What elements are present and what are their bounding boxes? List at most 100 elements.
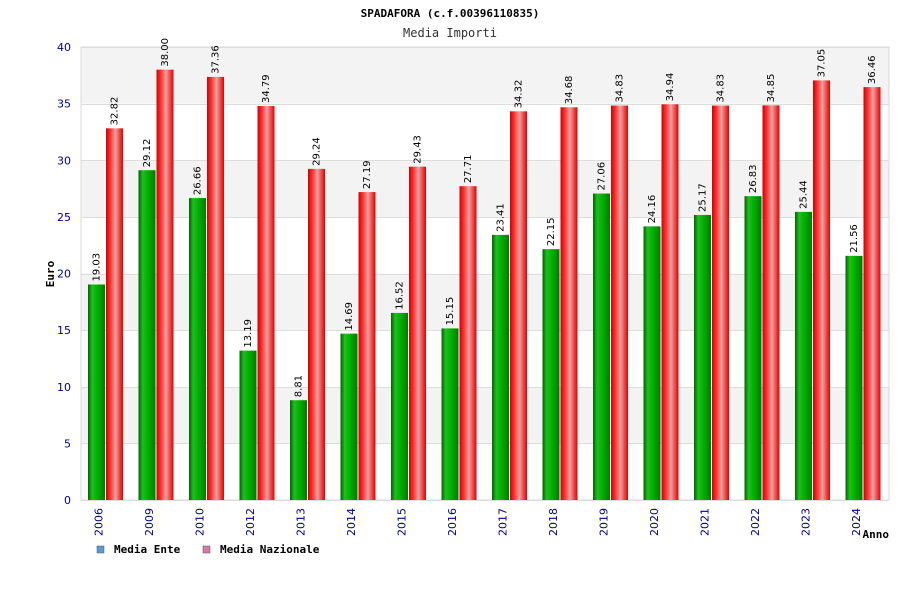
bar-media-nazionale — [207, 76, 224, 500]
bars — [88, 69, 881, 501]
bar-media-ente — [542, 249, 560, 500]
x-tick-label: 2022 — [749, 508, 762, 536]
bar-media-nazionale — [257, 106, 275, 501]
y-axis-ticks: 0 5 10 15 20 25 30 35 40 — [57, 41, 71, 507]
bar-media-nazionale — [409, 166, 426, 500]
value-label: 23.41 — [496, 203, 507, 232]
value-label: 34.79 — [261, 74, 272, 103]
bar-media-ente — [290, 400, 307, 500]
value-label: 16.52 — [395, 281, 406, 310]
value-label: 37.36 — [211, 45, 222, 74]
value-label: 34.94 — [665, 73, 676, 102]
bar-media-ente — [441, 328, 459, 500]
bar-media-nazionale — [106, 128, 123, 500]
bar-media-ente — [593, 193, 610, 500]
chart-title: SPADAFORA (c.f.00396110835) — [361, 7, 540, 20]
value-label: 29.43 — [413, 135, 424, 164]
value-label: 13.19 — [243, 319, 254, 348]
bar-media-nazionale — [560, 107, 578, 501]
x-tick-label: 2019 — [597, 508, 610, 536]
bar-media-ente — [340, 333, 358, 500]
value-label: 24.16 — [647, 195, 658, 224]
bar-media-nazionale — [863, 87, 881, 500]
y-tick-label: 25 — [57, 211, 71, 224]
y-tick-label: 0 — [64, 494, 71, 507]
x-tick-label: 2018 — [547, 508, 560, 536]
y-tick-label: 40 — [57, 41, 71, 54]
value-label: 34.32 — [514, 80, 525, 109]
legend-swatch-media-nazionale — [202, 545, 211, 554]
value-label: 25.44 — [799, 180, 810, 209]
x-tick-label: 2006 — [92, 508, 105, 536]
y-tick-label: 15 — [57, 324, 71, 337]
x-tick-label: 2012 — [244, 508, 257, 536]
value-label: 15.15 — [445, 297, 456, 326]
value-label: 21.56 — [849, 224, 860, 253]
bar-media-ente — [795, 211, 812, 500]
value-label: 8.81 — [294, 375, 305, 397]
value-label: 25.17 — [698, 183, 709, 212]
bar-media-ente — [239, 350, 257, 500]
bar-media-ente — [845, 255, 863, 500]
value-label: 27.19 — [362, 160, 373, 189]
bar-media-nazionale — [459, 186, 477, 500]
legend-label-media-nazionale: Media Nazionale — [220, 543, 320, 556]
bar-media-nazionale — [661, 104, 679, 500]
x-tick-label: 2015 — [395, 508, 408, 536]
y-axis-label: Euro — [44, 260, 57, 287]
bar-media-ente — [189, 198, 206, 500]
x-axis-ticks: 2006 2009 2010 2012 2013 2014 2015 2016 2017 2018… — [92, 508, 863, 536]
value-label: 22.15 — [546, 218, 557, 247]
value-label: 29.24 — [312, 137, 323, 166]
value-label: 34.83 — [615, 74, 626, 103]
bar-media-nazionale — [712, 105, 729, 501]
bar-media-nazionale — [611, 105, 628, 501]
bar-media-nazionale — [510, 111, 527, 501]
bar-media-ente — [391, 312, 408, 500]
value-label: 34.83 — [716, 74, 727, 103]
y-tick-label: 35 — [57, 98, 71, 111]
x-tick-label: 2017 — [496, 508, 509, 536]
value-label: 27.71 — [463, 155, 474, 184]
bar-media-nazionale — [156, 69, 174, 501]
y-tick-label: 30 — [57, 154, 71, 167]
bar-media-nazionale — [308, 168, 325, 500]
value-label: 26.66 — [193, 166, 204, 195]
x-tick-label: 2024 — [850, 508, 863, 536]
value-label: 32.82 — [110, 97, 121, 126]
x-tick-label: 2013 — [294, 508, 307, 536]
bar-media-nazionale — [762, 105, 780, 500]
x-tick-label: 2023 — [799, 508, 812, 536]
legend-label-media-ente: Media Ente — [114, 543, 181, 556]
value-label: 26.83 — [748, 165, 759, 194]
bar-media-nazionale — [813, 80, 830, 500]
value-label: 14.69 — [344, 302, 355, 331]
value-label: 38.00 — [160, 38, 171, 67]
x-axis-label: Anno — [863, 528, 890, 541]
value-label: 34.68 — [564, 76, 575, 105]
value-label: 36.46 — [867, 55, 878, 84]
legend-swatch-media-ente — [96, 545, 105, 554]
x-tick-label: 2016 — [446, 508, 459, 536]
x-tick-label: 2010 — [193, 508, 206, 536]
y-tick-label: 20 — [57, 268, 71, 281]
legend: Media Ente Media Nazionale — [96, 543, 320, 556]
bar-media-nazionale — [358, 192, 376, 501]
x-tick-label: 2020 — [648, 508, 661, 536]
value-labels: 19.03 32.82 29.12 38.00 26.66 37.36 13.19 34.79… — [92, 38, 879, 397]
value-label: 34.85 — [766, 74, 777, 103]
x-tick-label: 2021 — [698, 508, 711, 536]
bar-media-ente — [744, 196, 762, 500]
x-tick-label: 2009 — [143, 508, 156, 536]
y-tick-label: 10 — [57, 381, 71, 394]
y-tick-label: 5 — [64, 437, 71, 450]
bar-media-ente — [492, 234, 509, 500]
x-tick-label: 2014 — [345, 508, 358, 536]
value-label: 29.12 — [142, 139, 153, 168]
bar-media-ente — [88, 284, 105, 500]
bar-media-ente — [694, 214, 711, 500]
value-label: 27.06 — [597, 162, 608, 191]
bar-media-ente — [643, 226, 661, 500]
chart-subtitle: Media Importi — [403, 26, 497, 40]
